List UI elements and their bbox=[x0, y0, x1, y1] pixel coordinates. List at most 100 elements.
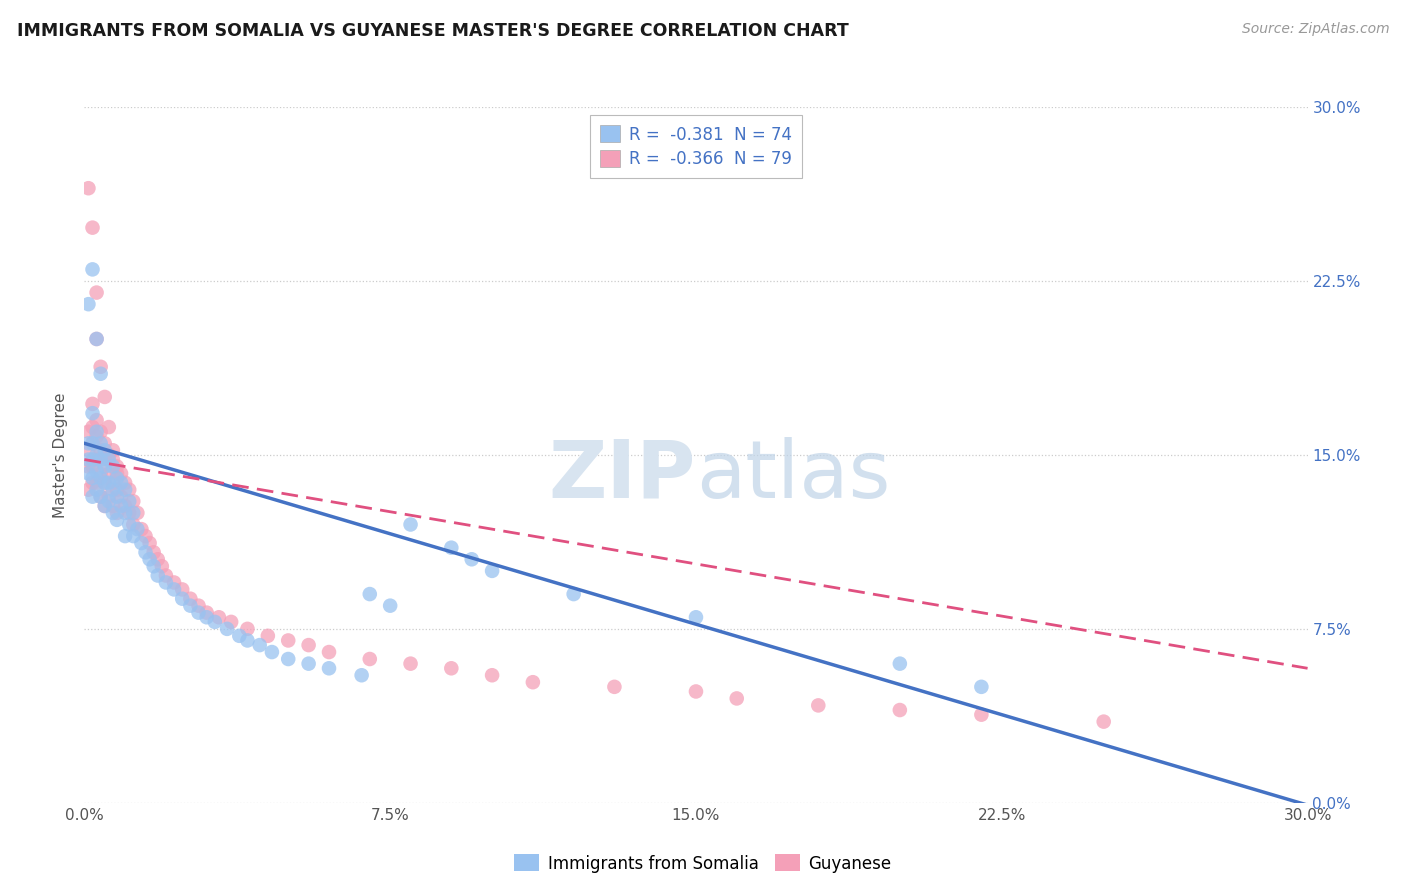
Point bbox=[93, 459, 115, 474]
Point bbox=[217, 622, 239, 636]
Point bbox=[93, 499, 115, 513]
Point bbox=[481, 668, 503, 682]
Point bbox=[146, 552, 169, 566]
Point bbox=[82, 420, 104, 434]
Point bbox=[86, 285, 108, 300]
Point bbox=[90, 367, 112, 381]
Point bbox=[90, 452, 112, 467]
Point bbox=[93, 475, 115, 490]
Text: IMMIGRANTS FROM SOMALIA VS GUYANESE MASTER'S DEGREE CORRELATION CHART: IMMIGRANTS FROM SOMALIA VS GUYANESE MAST… bbox=[17, 22, 849, 40]
Point bbox=[277, 633, 299, 648]
Point bbox=[725, 691, 748, 706]
Point bbox=[807, 698, 830, 713]
Point bbox=[195, 606, 218, 620]
Point bbox=[82, 397, 104, 411]
Point bbox=[86, 425, 108, 439]
Point bbox=[86, 464, 108, 478]
Point bbox=[135, 529, 157, 543]
Point bbox=[93, 499, 115, 513]
Point bbox=[236, 633, 259, 648]
Point bbox=[77, 467, 100, 481]
Point bbox=[90, 436, 112, 450]
Point bbox=[101, 483, 124, 497]
Point bbox=[131, 536, 153, 550]
Point bbox=[82, 436, 104, 450]
Point bbox=[101, 443, 124, 458]
Y-axis label: Master's Degree: Master's Degree bbox=[53, 392, 69, 517]
Point bbox=[86, 332, 108, 346]
Point bbox=[82, 475, 104, 490]
Point bbox=[105, 467, 128, 481]
Point bbox=[114, 529, 136, 543]
Point bbox=[122, 494, 145, 508]
Point bbox=[461, 552, 484, 566]
Point bbox=[105, 483, 128, 497]
Legend: Immigrants from Somalia, Guyanese: Immigrants from Somalia, Guyanese bbox=[508, 847, 898, 880]
Point bbox=[155, 568, 177, 582]
Point bbox=[90, 425, 112, 439]
Point bbox=[82, 406, 104, 420]
Point bbox=[685, 610, 707, 624]
Point bbox=[114, 483, 136, 497]
Point bbox=[90, 443, 112, 458]
Point bbox=[77, 459, 100, 474]
Point bbox=[318, 645, 340, 659]
Point bbox=[172, 582, 194, 597]
Point bbox=[90, 490, 112, 504]
Point bbox=[889, 703, 911, 717]
Point bbox=[138, 536, 160, 550]
Point bbox=[93, 452, 115, 467]
Point bbox=[208, 610, 231, 624]
Point bbox=[90, 490, 112, 504]
Point bbox=[889, 657, 911, 671]
Point bbox=[77, 181, 100, 195]
Point bbox=[82, 459, 104, 474]
Point bbox=[97, 475, 120, 490]
Point bbox=[219, 615, 242, 629]
Point bbox=[970, 680, 993, 694]
Text: ZIP: ZIP bbox=[548, 437, 696, 515]
Text: atlas: atlas bbox=[696, 437, 890, 515]
Point bbox=[127, 506, 149, 520]
Point bbox=[86, 448, 108, 462]
Point bbox=[105, 471, 128, 485]
Point bbox=[82, 220, 104, 235]
Point bbox=[77, 436, 100, 450]
Point bbox=[110, 499, 132, 513]
Point bbox=[122, 529, 145, 543]
Point bbox=[249, 638, 271, 652]
Point bbox=[114, 475, 136, 490]
Point bbox=[236, 622, 259, 636]
Point bbox=[114, 499, 136, 513]
Point bbox=[187, 606, 209, 620]
Point bbox=[440, 541, 463, 555]
Point bbox=[93, 390, 115, 404]
Point bbox=[257, 629, 280, 643]
Point bbox=[86, 452, 108, 467]
Point bbox=[142, 545, 165, 559]
Point bbox=[77, 443, 100, 458]
Point bbox=[101, 506, 124, 520]
Text: Source: ZipAtlas.com: Source: ZipAtlas.com bbox=[1241, 22, 1389, 37]
Point bbox=[82, 490, 104, 504]
Point bbox=[110, 467, 132, 481]
Point bbox=[1092, 714, 1115, 729]
Point bbox=[93, 443, 115, 458]
Point bbox=[163, 582, 186, 597]
Point bbox=[82, 452, 104, 467]
Point bbox=[138, 552, 160, 566]
Point bbox=[82, 436, 104, 450]
Point bbox=[110, 490, 132, 504]
Point bbox=[77, 425, 100, 439]
Point bbox=[298, 657, 321, 671]
Point bbox=[118, 483, 141, 497]
Point bbox=[101, 459, 124, 474]
Point bbox=[142, 559, 165, 574]
Point bbox=[970, 707, 993, 722]
Point bbox=[179, 599, 201, 613]
Point bbox=[82, 262, 104, 277]
Point bbox=[97, 452, 120, 467]
Point bbox=[204, 615, 226, 629]
Point bbox=[277, 652, 299, 666]
Point bbox=[105, 490, 128, 504]
